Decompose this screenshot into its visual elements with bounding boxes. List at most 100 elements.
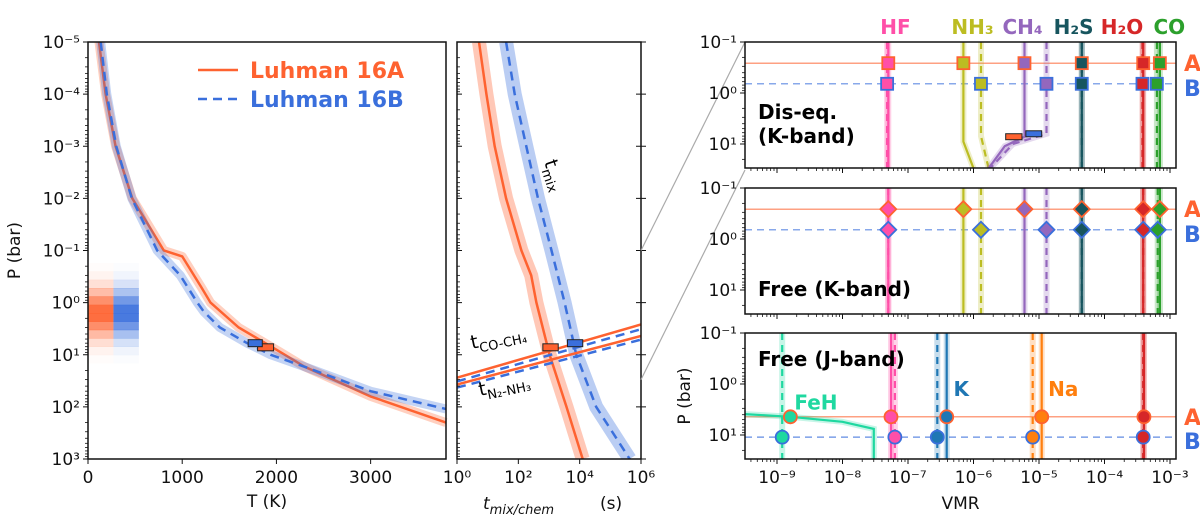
HF-marker-a	[879, 199, 898, 219]
subpanel-title: Free (K-band)	[758, 277, 911, 301]
vmr-curves	[745, 42, 1176, 168]
y-tick-label: 10¹	[52, 346, 80, 366]
cloud-histogram-bin-A	[88, 329, 114, 339]
plot-frame	[744, 332, 1177, 460]
x-axis-unit: (s)	[600, 494, 622, 514]
x-tick-label: 10⁻⁹	[758, 468, 796, 488]
vmr-subpanel-1: 10⁻¹ 10⁰ 10¹ Free (K-band) AB	[700, 179, 1200, 319]
quench-box-B	[566, 339, 584, 348]
timescale-line	[504, 42, 631, 459]
CH4-marker-a	[1015, 199, 1034, 219]
y-tick-label: 10³	[52, 450, 80, 470]
x-tick-label: 10⁻⁴	[1086, 468, 1124, 488]
y-axis-label: P (bar)	[5, 222, 25, 279]
y-tick-label: 10⁻¹	[43, 242, 80, 262]
x-tick-label: 10²	[504, 468, 532, 488]
x-axis-label-sub: mix/chem	[490, 503, 554, 518]
y-tick-label: 10⁻¹	[700, 33, 737, 53]
vmr-curves	[745, 188, 1176, 314]
cloud-histogram-bin-B	[113, 355, 138, 364]
vmr-profile-NH3-A	[962, 42, 975, 168]
cloud-histogram-bin-B	[113, 296, 139, 306]
species-label: H₂O	[1101, 15, 1144, 39]
K-marker-b	[929, 429, 945, 445]
object-label-a: A	[1184, 52, 1200, 77]
FeH-marker-a	[782, 409, 798, 425]
species-annotation: K	[953, 377, 970, 401]
vmr-profile-FeH-A	[745, 413, 875, 459]
cloud-histogram-bin-B	[113, 304, 139, 314]
Na-marker-b	[1025, 429, 1041, 445]
CO-marker-a	[1152, 56, 1167, 71]
plot-frame	[744, 187, 1177, 315]
y-tick-label: 10⁰	[709, 84, 738, 104]
HF-marker-a	[881, 56, 896, 71]
y-tick-label: 10¹	[709, 281, 737, 301]
cloud-histogram-bin-B	[113, 346, 139, 356]
x-tick-label: 10⁻⁵	[1020, 468, 1057, 488]
x-tick-label: 2000	[255, 468, 298, 488]
HF-marker-a	[883, 409, 899, 425]
H2O-marker-b	[1135, 429, 1151, 445]
cloud-histogram-bin-A	[88, 279, 114, 289]
y-tick-label: 10⁰	[52, 294, 81, 314]
NH3-marker-a	[956, 56, 971, 71]
cloud-histogram-bin-A	[88, 263, 113, 272]
cloud-histogram-bin-A	[88, 304, 114, 314]
species-annotation: Na	[1048, 377, 1078, 401]
species-label: CO	[1153, 15, 1185, 39]
y-tick-label: 10⁰	[709, 375, 738, 395]
zoom-connector-top	[640, 41, 746, 251]
cloud-histogram-bin-A	[88, 346, 114, 356]
H2S-marker-b	[1072, 220, 1092, 240]
timescale-line	[457, 338, 641, 389]
x-tick-label: 0	[83, 468, 94, 488]
x-axis-label: VMR	[941, 494, 979, 514]
x-tick-label: 10⁰	[443, 468, 472, 488]
y-tick-label: 10²	[52, 398, 80, 418]
vmr-curves	[745, 333, 1176, 459]
x-tick-label: 10⁴	[565, 468, 594, 488]
timescale-curves	[457, 42, 641, 459]
object-label-b: B	[1184, 430, 1200, 455]
subpanel-title: Free (J-band)	[758, 347, 905, 371]
CH4-marker-b	[1037, 220, 1056, 240]
x-axis-label-main: t	[483, 494, 491, 514]
HF-marker-b	[879, 220, 898, 240]
cloud-histogram-bin-A	[88, 288, 114, 297]
x-tick-label: 10⁻³	[1151, 468, 1188, 488]
quench-box-A	[257, 343, 275, 352]
cloud-histogram-bin-B	[113, 313, 139, 322]
CO-marker-a	[1150, 199, 1170, 219]
K-marker-a	[939, 409, 955, 425]
x-tick-label: 3000	[349, 468, 392, 488]
x-tick-label: 1000	[161, 468, 204, 488]
tn2-nh3-label-main: t	[476, 378, 488, 401]
H2S-marker-b	[1074, 76, 1089, 91]
cloud-histogram-bin-A	[88, 355, 113, 364]
species-label: HF	[880, 15, 910, 39]
y-tick-label: 10¹	[709, 426, 737, 446]
pt-panel: 0 1000 2000 3000 10⁻⁵ 10⁻⁴ 10⁻³ 10⁻² 10⁻¹ 10⁰ 10¹ 1…	[5, 33, 448, 512]
CO-marker-b	[1149, 76, 1164, 91]
H2S-marker-a	[1072, 199, 1092, 219]
cloud-histogram-bin-A	[88, 321, 114, 331]
cloud-histogram-bin-B	[113, 329, 139, 339]
NH3-marker-a	[954, 199, 973, 219]
H2O-marker-b	[1135, 76, 1150, 91]
cloud-histogram-bin-B	[113, 263, 138, 272]
species-label: H₂S	[1054, 15, 1094, 39]
cloud-histogram-bin-B	[113, 288, 139, 297]
cloud-histogram-bin-B	[113, 338, 139, 347]
timescale-line	[457, 327, 641, 383]
timescale-line	[457, 334, 641, 386]
y-axis-label: P (bar)	[675, 367, 695, 424]
tco-ch4-label-main: t	[468, 331, 480, 354]
timescale-line	[477, 42, 584, 459]
y-tick-label: 10⁰	[709, 230, 738, 250]
vmr-profile-CH4-A	[987, 42, 1026, 168]
plot-frame	[744, 41, 1177, 169]
legend: Luhman 16A Luhman 16B	[198, 59, 404, 113]
legend-label: Luhman 16B	[250, 88, 404, 113]
